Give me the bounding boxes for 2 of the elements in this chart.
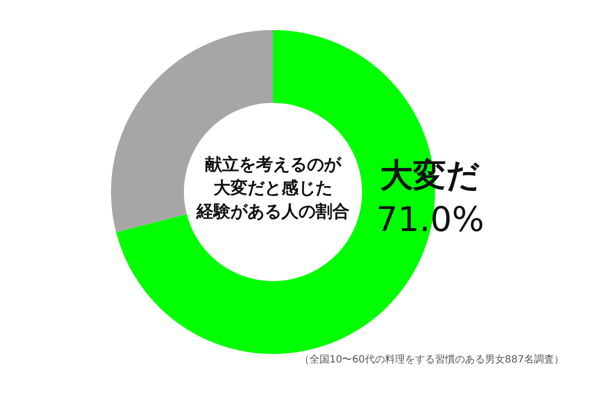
text: 献立を考えるのが大変だと感じた経験がある人の割合 (196, 154, 350, 222)
text: （全国10〜60代の料理をする習慣のある男女887名調査） (299, 354, 564, 366)
